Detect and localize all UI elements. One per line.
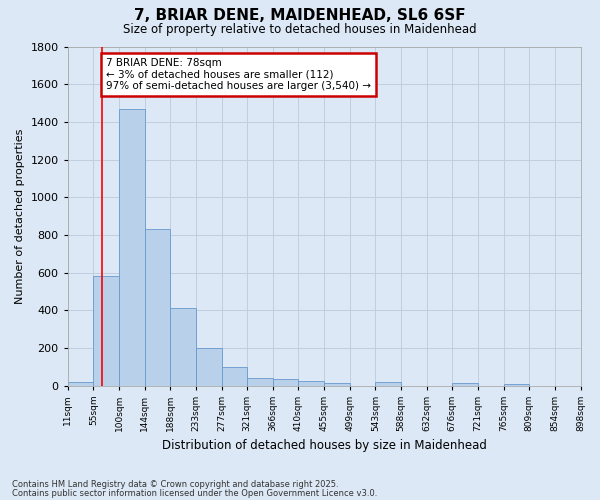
Bar xyxy=(247,378,273,386)
Bar xyxy=(196,348,221,386)
Bar xyxy=(119,108,145,386)
X-axis label: Distribution of detached houses by size in Maidenhead: Distribution of detached houses by size … xyxy=(161,440,487,452)
Bar xyxy=(452,383,478,386)
Bar xyxy=(503,384,529,386)
Y-axis label: Number of detached properties: Number of detached properties xyxy=(15,128,25,304)
Text: Contains public sector information licensed under the Open Government Licence v3: Contains public sector information licen… xyxy=(12,489,377,498)
Bar xyxy=(273,379,298,386)
Bar xyxy=(94,276,119,386)
Text: 7, BRIAR DENE, MAIDENHEAD, SL6 6SF: 7, BRIAR DENE, MAIDENHEAD, SL6 6SF xyxy=(134,8,466,22)
Bar xyxy=(170,308,196,386)
Text: 7 BRIAR DENE: 78sqm
← 3% of detached houses are smaller (112)
97% of semi-detach: 7 BRIAR DENE: 78sqm ← 3% of detached hou… xyxy=(106,58,371,91)
Bar xyxy=(298,381,324,386)
Bar xyxy=(376,382,401,386)
Bar xyxy=(145,230,170,386)
Text: Contains HM Land Registry data © Crown copyright and database right 2025.: Contains HM Land Registry data © Crown c… xyxy=(12,480,338,489)
Bar xyxy=(324,383,350,386)
Text: Size of property relative to detached houses in Maidenhead: Size of property relative to detached ho… xyxy=(123,22,477,36)
Bar xyxy=(68,382,94,386)
Bar xyxy=(221,367,247,386)
